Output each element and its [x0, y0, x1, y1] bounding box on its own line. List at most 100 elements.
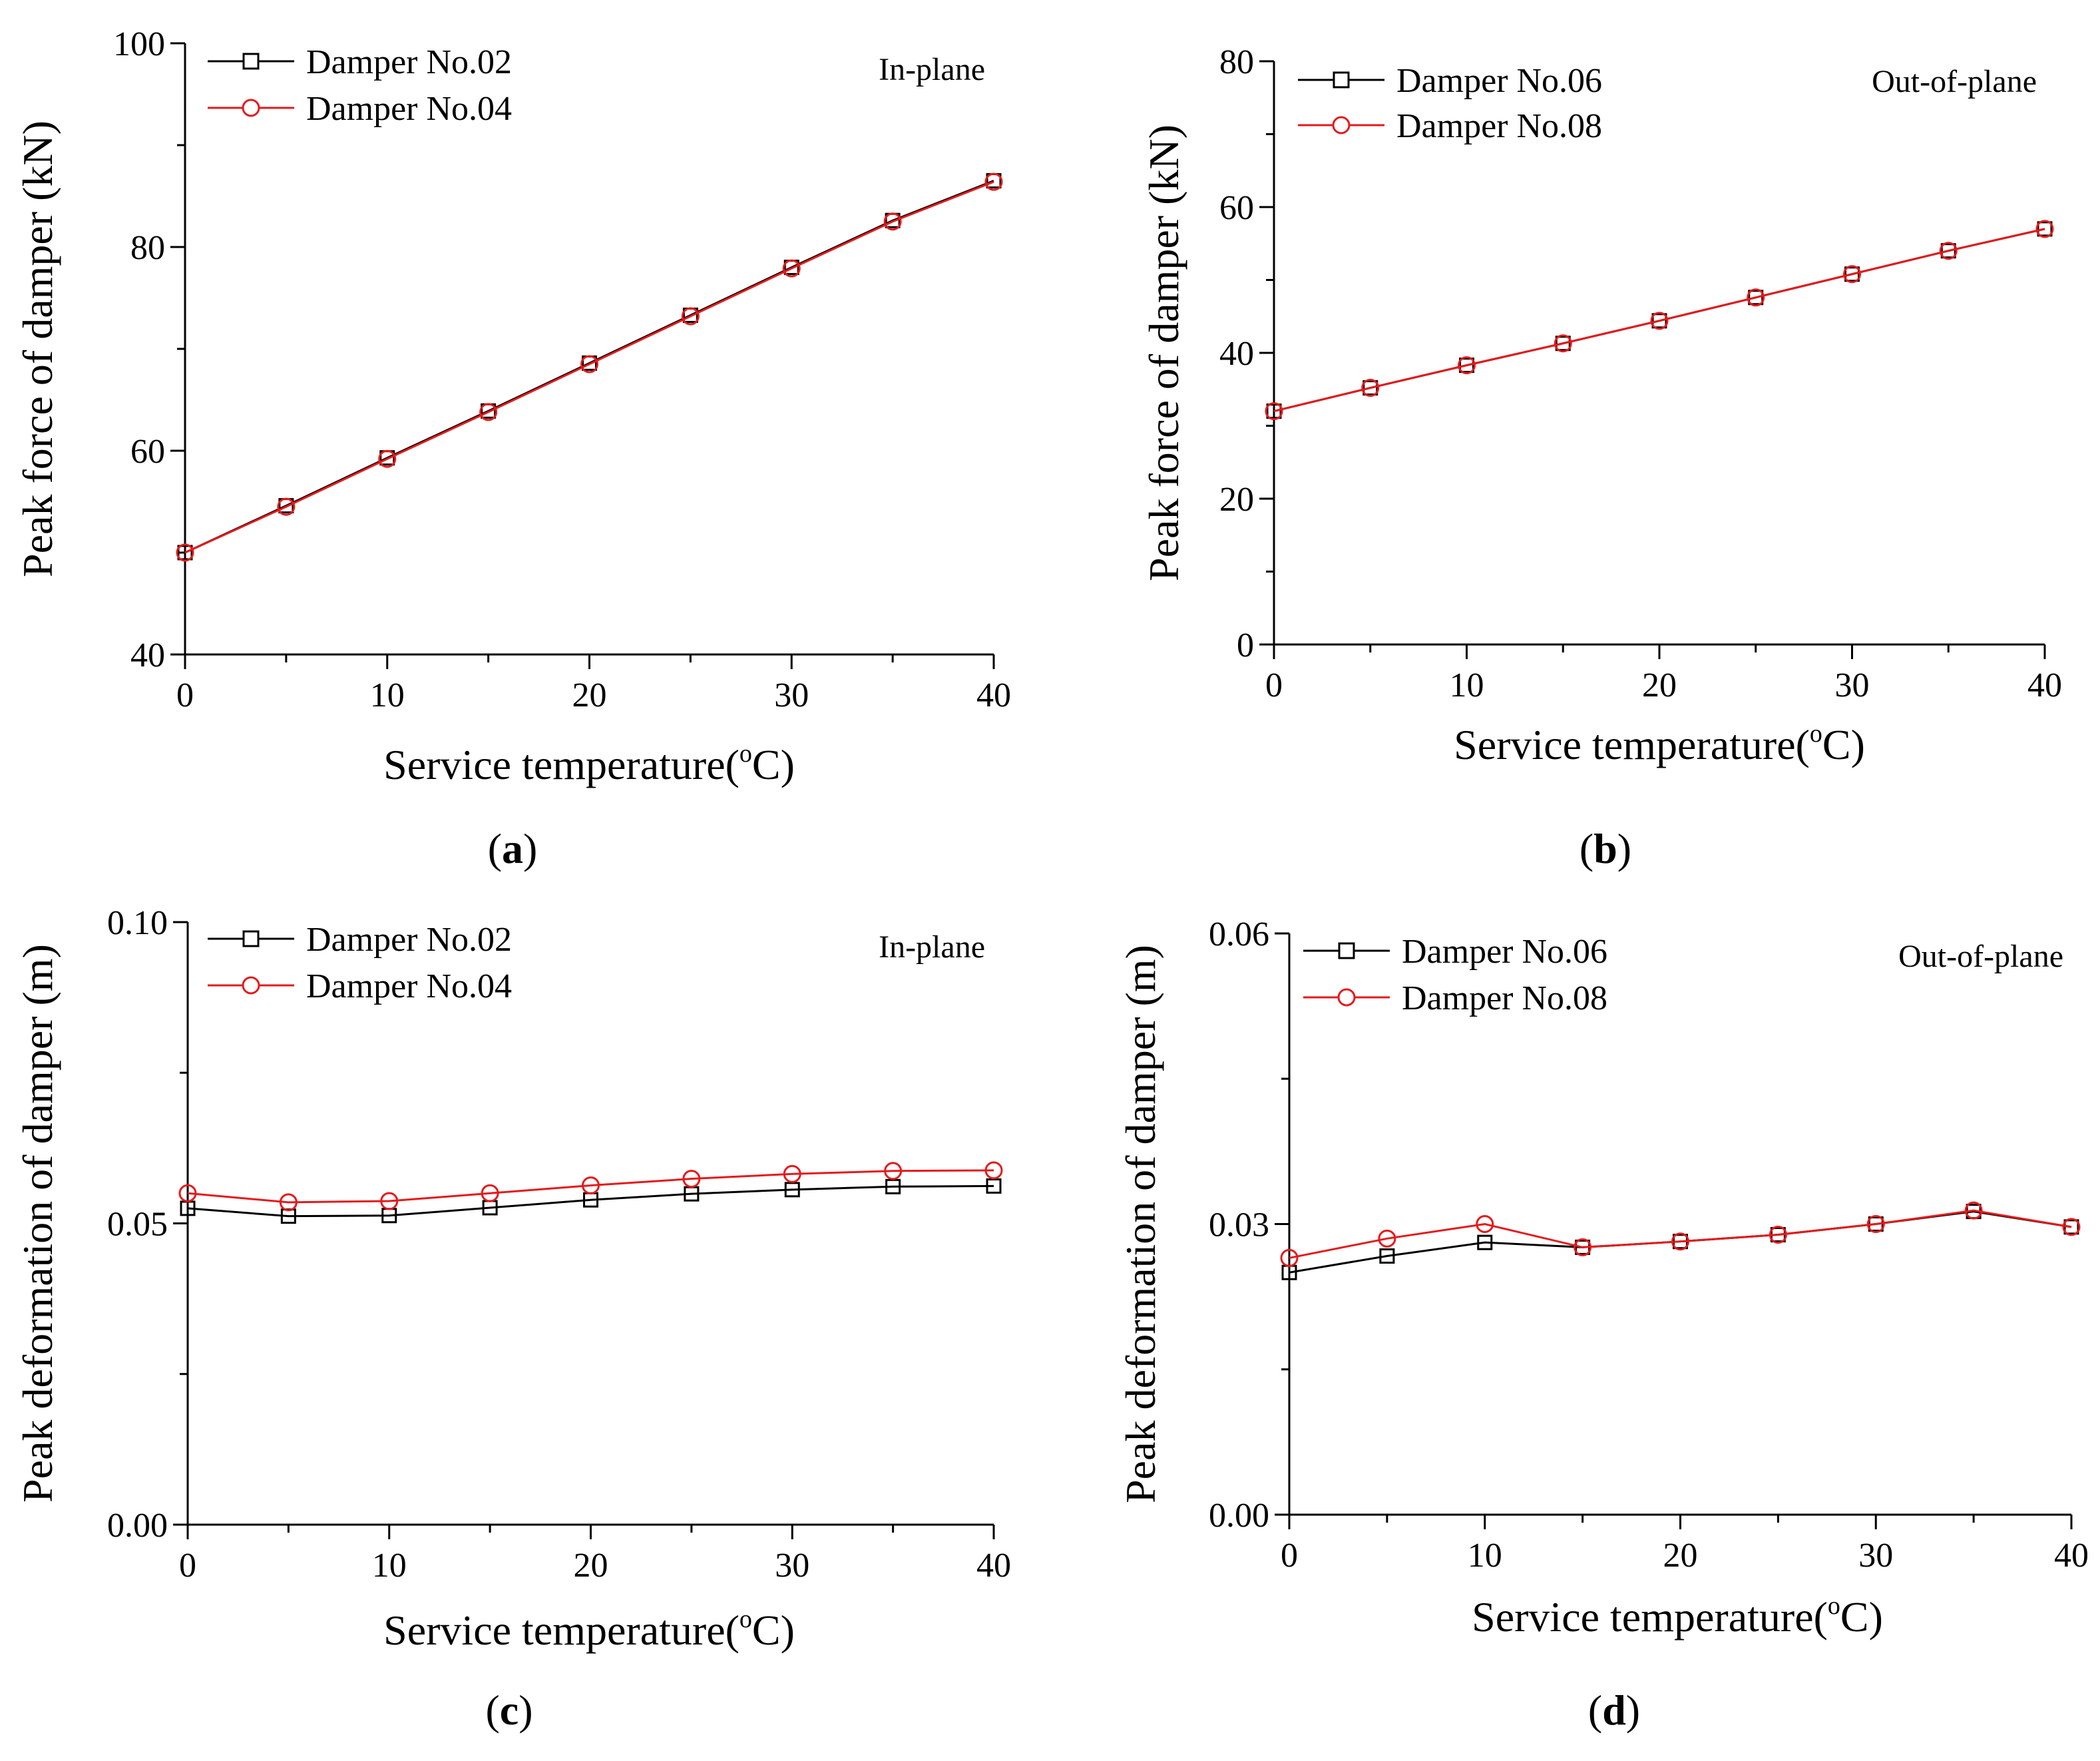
y-tick-label: 0.05 [107, 1206, 168, 1244]
data-point-circle [479, 403, 498, 421]
x-axis-label-unit: C) [752, 741, 795, 788]
data-point-circle [984, 1161, 1003, 1180]
panel-a-chart: 0 10 20 30 40 40 60 80 100 Service temperature(oC… [14, 25, 1011, 872]
data-point-circle [782, 259, 801, 278]
legend-entry: Damper No.02 [208, 921, 512, 959]
x-tick-label: 0 [176, 676, 194, 714]
y-axis-label: Peak deformation of damper (m) [14, 944, 61, 1503]
data-point-circle [380, 1192, 399, 1210]
panel-label-open: ( [1588, 1686, 1602, 1734]
x-axis-label: Service temperature(oC) [1454, 720, 1865, 768]
data-point-circle [481, 1184, 499, 1202]
data-point-square [1266, 403, 1282, 419]
y-tick-label: 0.00 [1209, 1497, 1269, 1535]
x-tick-label: 10 [1468, 1537, 1502, 1575]
legend-label: Damper No.02 [306, 921, 512, 959]
y-tick-label: 60 [1219, 189, 1254, 227]
data-point-circle [1476, 1215, 1494, 1233]
data-point-square [1748, 290, 1764, 306]
data-point-circle [1964, 1201, 1983, 1220]
panel-label: (a) [488, 825, 538, 872]
plane-annotation: In-plane [879, 929, 985, 965]
data-point-square [986, 1178, 1002, 1194]
plane-annotation: In-plane [879, 52, 985, 87]
x-tick-label: 0 [1281, 1537, 1298, 1575]
data-point-square [1379, 1248, 1395, 1264]
y-tick-label: 40 [1219, 335, 1254, 373]
data-point-square [1459, 358, 1474, 374]
data-point-circle [884, 1162, 903, 1180]
series-line-damper-no-08 [1273, 228, 2045, 413]
legend-label: Damper No.02 [306, 43, 512, 81]
legend-entry: Damper No.08 [1303, 979, 1607, 1017]
data-point-circle [279, 1193, 298, 1212]
x-axis-label-degree: o [739, 1605, 752, 1633]
data-point-circle [1458, 356, 1476, 375]
legend-entry: Damper No.06 [1303, 933, 1607, 971]
y-tick-label: 0 [1237, 627, 1254, 664]
y-tick-label: 60 [130, 433, 165, 471]
data-point-circle [2035, 220, 2054, 238]
plane-annotation: Out-of-plane [1898, 939, 2063, 974]
x-tick-label: 0 [179, 1547, 196, 1585]
y-tick-label: 0.06 [1209, 915, 1269, 953]
panel-d-chart: 0 10 20 30 40 0.00 0.03 0.06 Service temperature… [1117, 915, 2089, 1734]
x-tick-label: 30 [1835, 666, 1870, 704]
panel-c-chart: 0 10 20 30 40 0.00 0.05 0.10 Service temperature… [14, 904, 1011, 1734]
legend-label: Damper No.04 [306, 90, 512, 128]
legend-entry: Damper No.02 [208, 43, 512, 81]
x-axis-label: Service temperature(oC) [383, 1605, 795, 1654]
x-tick-label: 0 [1265, 666, 1283, 704]
x-axis-label: Service temperature(oC) [383, 740, 795, 788]
panel-label-letter: b [1593, 825, 1617, 872]
data-point-circle [1280, 1248, 1299, 1267]
legend-marker-square [242, 930, 260, 947]
x-tick-label: 30 [1858, 1537, 1893, 1575]
panel-label-open: ( [1579, 825, 1593, 872]
data-point-square [784, 1182, 800, 1198]
y-tick-label: 100 [113, 25, 165, 63]
data-point-circle [1378, 1229, 1396, 1248]
x-tick-label: 40 [976, 1547, 1011, 1585]
data-point-circle [277, 497, 296, 516]
panel-label-letter: c [500, 1686, 519, 1734]
data-point-circle [883, 212, 902, 231]
data-point-square [1555, 336, 1571, 352]
data-point-circle [984, 172, 1003, 191]
legend-marker-square [242, 53, 260, 70]
data-point-circle [580, 355, 598, 374]
x-tick-label: 20 [1663, 1537, 1698, 1575]
data-point-circle [178, 1184, 197, 1202]
data-point-circle [681, 307, 700, 326]
y-axis-label: Peak force of damper (kN) [14, 121, 61, 577]
panel-label-letter: a [502, 825, 523, 872]
x-tick-label: 40 [976, 676, 1011, 714]
data-point-circle [1671, 1232, 1689, 1251]
x-axis-label: Service temperature(oC) [1472, 1592, 1883, 1640]
data-point-circle [2062, 1218, 2081, 1236]
data-point-square [1844, 266, 1860, 282]
x-axis-label-main: Service temperature( [383, 1607, 739, 1654]
data-point-circle [582, 1176, 600, 1194]
x-axis-label-unit: C) [1822, 721, 1865, 768]
panel-label-close: ) [523, 825, 537, 872]
data-point-circle [1650, 312, 1669, 330]
y-axis-label: Peak force of damper (kN) [1140, 125, 1187, 581]
y-tick-label: 0.03 [1209, 1206, 1269, 1244]
y-tick-label: 80 [1219, 43, 1254, 81]
x-axis-label-degree: o [1810, 720, 1822, 748]
panel-b-chart: 0 10 20 30 40 0 20 40 60 80 Service temperature(oC… [1140, 43, 2062, 872]
y-axis-label: Peak deformation of damper (m) [1117, 945, 1164, 1503]
x-tick-label: 40 [2054, 1537, 2089, 1575]
y-tick-label: 40 [130, 636, 165, 674]
data-point-circle [378, 449, 397, 468]
data-point-square [177, 545, 193, 561]
panel-label-open: ( [485, 1686, 499, 1734]
data-point-circle [1843, 265, 1861, 284]
data-point-square [1940, 243, 1956, 259]
x-tick-label: 30 [774, 676, 809, 714]
data-point-circle [1747, 288, 1765, 307]
data-point-circle [1866, 1215, 1885, 1233]
data-point-square [2063, 1219, 2079, 1235]
